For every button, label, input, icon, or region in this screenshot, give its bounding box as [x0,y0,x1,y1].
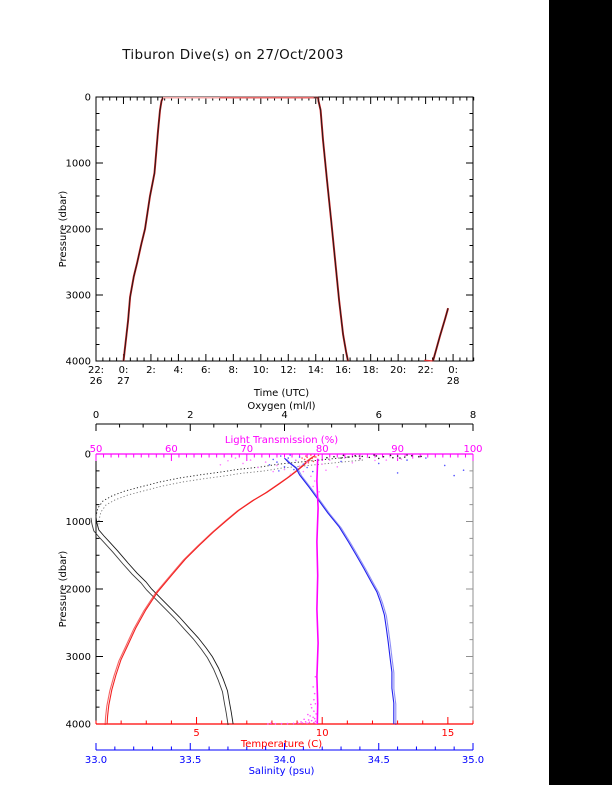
svg-text:Salinity (psu): Salinity (psu) [249,766,315,777]
svg-text:2000: 2000 [66,225,91,236]
series-oxygen-deep [90,516,234,726]
svg-text:Oxygen (ml/l): Oxygen (ml/l) [247,401,315,412]
svg-text:18:: 18: [363,365,379,376]
svg-text:22:: 22: [418,365,434,376]
svg-text:4000: 4000 [66,357,91,368]
svg-text:22:: 22: [88,365,104,376]
series-salinity-top-dots [268,454,465,477]
svg-text:6:: 6: [201,365,211,376]
svg-text:8:: 8: [228,365,238,376]
series-oxygen-upper [95,455,363,526]
svg-text:34.5: 34.5 [368,755,390,766]
svg-text:4:: 4: [174,365,184,376]
top-chart: 22:260:272: 4: 6: 8: 10: 12: 14: 16: 18: 20: 22: 0:… [58,93,475,399]
svg-text:50: 50 [90,444,103,455]
series-oxygen-surface-dots [326,454,422,460]
bottom-chart: 0 1000 2000 3000 4000 Pressure (dbar) 0 2 4 6 8 Oxy… [58,401,484,777]
svg-text:Light Transmission (%): Light Transmission (%) [225,435,338,446]
series-temperature [104,455,316,726]
svg-text:2: 2 [187,410,193,421]
svg-text:8: 8 [470,410,476,421]
svg-text:1000: 1000 [66,159,91,170]
series-light-deep-dots [267,675,317,725]
svg-text:15: 15 [441,728,454,739]
page-title: Tiburon Dive(s) on 27/Oct/2003 [122,47,344,63]
svg-text:1000: 1000 [66,517,91,528]
svg-text:33.0: 33.0 [85,755,107,766]
svg-text:0:: 0: [448,365,458,376]
series-light-top-dots [219,455,414,493]
svg-text:Pressure (dbar): Pressure (dbar) [58,191,69,268]
series-bottom-blip [424,359,433,362]
svg-text:5: 5 [193,728,199,739]
svg-text:60: 60 [165,444,178,455]
svg-text:14:: 14: [308,365,324,376]
svg-text:6: 6 [376,410,382,421]
svg-text:0: 0 [93,410,99,421]
svg-text:33.5: 33.5 [179,755,201,766]
svg-text:10:: 10: [253,365,269,376]
series-salinity [284,457,397,725]
svg-text:2:: 2: [146,365,156,376]
svg-text:4: 4 [281,410,287,421]
series-temperature-top-dots [301,454,320,464]
svg-text:80: 80 [316,444,329,455]
top-chart-axes: 22:260:272: 4: 6: 8: 10: 12: 14: 16: 18: 20: 22: 0:… [58,93,475,399]
svg-text:0:: 0: [119,365,129,376]
right-black-strip [549,0,612,785]
svg-text:100: 100 [463,444,482,455]
svg-text:Pressure (dbar): Pressure (dbar) [58,551,69,628]
svg-text:Time (UTC): Time (UTC) [253,388,309,399]
svg-text:20:: 20: [390,365,406,376]
svg-text:0: 0 [85,93,91,104]
svg-text:27: 27 [117,376,130,387]
svg-text:0: 0 [85,450,91,461]
svg-text:28: 28 [447,376,460,387]
svg-text:70: 70 [240,444,253,455]
svg-text:35.0: 35.0 [462,755,484,766]
bottom-chart-axes: 0 1000 2000 3000 4000 Pressure (dbar) 0 2 4 6 8 Oxy… [58,401,484,777]
svg-text:16:: 16: [335,365,351,376]
svg-text:12:: 12: [280,365,296,376]
svg-text:Temperature (C): Temperature (C) [240,739,322,750]
svg-text:26: 26 [90,376,103,387]
series-profile-ascent [122,97,164,362]
svg-text:10: 10 [316,728,329,739]
svg-text:3000: 3000 [66,652,91,663]
svg-text:2000: 2000 [66,585,91,596]
svg-text:34.0: 34.0 [273,755,295,766]
svg-text:90: 90 [391,444,404,455]
series-profile-descent [317,96,349,362]
series-light-transmission [316,458,319,725]
series-final-ascent [432,307,450,362]
svg-text:3000: 3000 [66,291,91,302]
svg-text:4000: 4000 [66,720,91,731]
